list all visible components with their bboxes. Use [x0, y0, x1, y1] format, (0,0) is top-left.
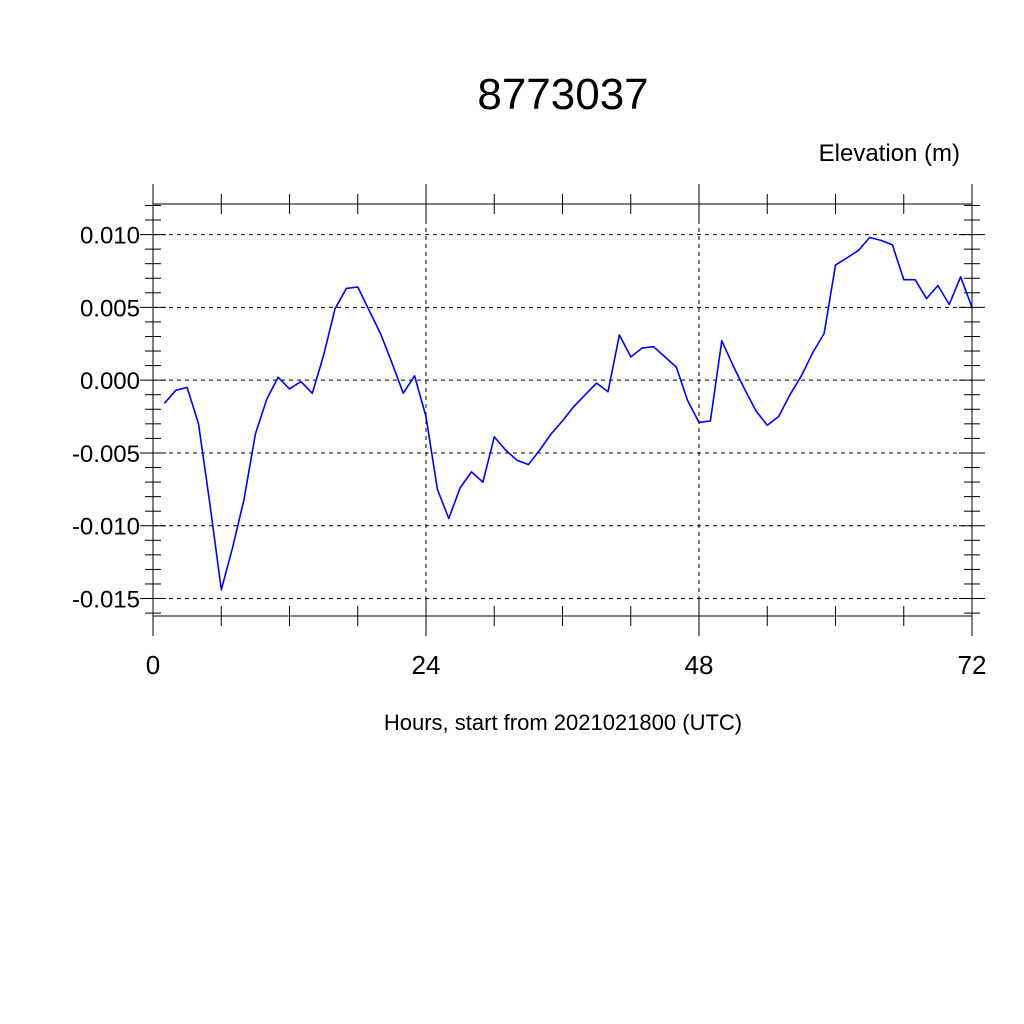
y-tick-label: 0.000	[80, 368, 140, 395]
x-tick-label: 24	[412, 650, 441, 680]
y-tick-label: -0.005	[72, 441, 140, 468]
plot-frame	[152, 203, 973, 617]
grid-lines	[153, 204, 972, 616]
tick-labels: 0.010 0.005 0.000 -0.005 -0.010 -0.015 0 24 48 72	[72, 223, 987, 680]
x-tick-label: 0	[146, 650, 160, 680]
chart-title: 8773037	[477, 70, 648, 119]
y-axis-label: Elevation (m)	[819, 140, 960, 167]
y-tick-label: 0.010	[80, 223, 140, 250]
elevation-series-line	[163, 236, 973, 591]
x-tick-label: 72	[958, 650, 987, 680]
series-group	[163, 236, 973, 591]
y-tick-label: -0.015	[72, 587, 140, 614]
y-tick-label: -0.010	[72, 514, 140, 541]
x-axis-label: Hours, start from 2021021800 (UTC)	[384, 710, 742, 735]
y-tick-label: 0.005	[80, 295, 140, 322]
x-tick-label: 48	[685, 650, 714, 680]
